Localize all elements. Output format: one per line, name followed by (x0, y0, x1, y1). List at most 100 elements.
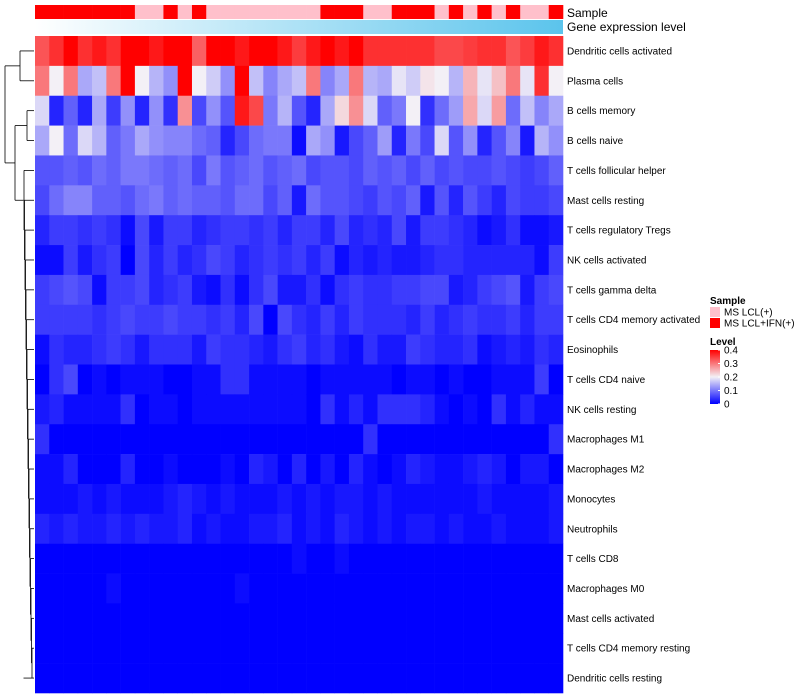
heatmap-cell (420, 36, 435, 67)
heatmap-cell (206, 573, 221, 604)
heatmap-cell (206, 215, 221, 246)
heatmap-cell (134, 304, 150, 335)
heatmap-cell (134, 334, 150, 365)
heatmap-cell (463, 543, 478, 574)
heatmap-cell (334, 185, 350, 216)
heatmap-cell (348, 603, 364, 634)
heatmap-cell (377, 334, 393, 365)
heatmap-cell (463, 454, 478, 485)
heatmap-cell (391, 364, 407, 395)
heatmap-cell (520, 364, 535, 395)
heatmap-cell (406, 95, 421, 126)
heatmap-cell (363, 125, 378, 156)
heatmap-cell (491, 454, 507, 485)
heatmap-cell (35, 65, 50, 97)
heatmap-cell (477, 65, 492, 97)
heatmap-cell (334, 424, 350, 455)
heatmap-cell (63, 215, 79, 246)
heatmap-cell (63, 573, 79, 604)
heatmap-cell (306, 36, 321, 67)
heatmap-cell (134, 513, 150, 544)
heatmap-cell (434, 573, 450, 604)
heatmap-cell (263, 394, 278, 425)
heatmap-cell (491, 543, 507, 574)
heatmap-cell (505, 424, 521, 455)
heatmap-cell (263, 364, 278, 395)
heatmap-cell (548, 394, 564, 425)
heatmap-cell (306, 274, 321, 306)
heatmap-cell (334, 513, 350, 544)
heatmap-cell (448, 543, 464, 574)
heatmap-cell (77, 424, 93, 455)
heatmap-cell (106, 633, 121, 664)
heatmap-cell (306, 394, 321, 425)
heatmap-cell (249, 304, 264, 335)
heatmap-cell (234, 274, 250, 306)
heatmap-cell (177, 573, 193, 604)
heatmap-cell (291, 334, 307, 365)
heatmap-cell (320, 573, 335, 604)
heatmap-cell (391, 633, 407, 664)
heatmap-cell (163, 573, 179, 604)
heatmap-cell (363, 364, 378, 395)
heatmap-cell (520, 543, 535, 574)
heatmap-cell (35, 274, 50, 306)
sample-annotation-cell (434, 5, 450, 19)
heatmap-cell (306, 304, 321, 335)
heatmap-cell (120, 185, 136, 216)
heatmap-cell (106, 125, 121, 156)
heatmap-cell (391, 185, 407, 216)
sample-legend-swatch (710, 318, 720, 328)
heatmap-cell (177, 245, 193, 276)
heatmap-cell (163, 185, 179, 216)
heatmap-cell (106, 603, 121, 634)
heatmap-cell (420, 573, 435, 604)
heatmap-cell (206, 155, 221, 186)
heatmap-cell (291, 454, 307, 485)
heatmap-cell (149, 364, 164, 395)
heatmap-cell (420, 185, 435, 216)
heatmap-cell (49, 245, 64, 276)
heatmap-cell (134, 573, 150, 604)
heatmap-cell (77, 125, 93, 156)
heatmap-cell (49, 334, 64, 365)
heatmap-cell (234, 245, 250, 276)
heatmap-cell (505, 603, 521, 634)
heatmap-cell (134, 185, 150, 216)
heatmap-cell (134, 36, 150, 67)
heatmap-cell (505, 155, 521, 186)
heatmap-cell (548, 185, 564, 216)
heatmap-cell (106, 513, 121, 544)
heatmap-cell (306, 65, 321, 97)
heatmap-cell (234, 483, 250, 515)
heatmap-cell (520, 513, 535, 544)
heatmap-cell (377, 125, 393, 156)
heatmap-cell (35, 155, 50, 186)
heatmap-cell (63, 274, 79, 306)
heatmap-cell (420, 65, 435, 97)
heatmap-cell (306, 424, 321, 455)
heatmap-cell (520, 65, 535, 97)
heatmap-cell (320, 274, 335, 306)
heatmap-cell (463, 155, 478, 186)
sample-annotation-cell (120, 5, 136, 19)
heatmap-cell (134, 483, 150, 515)
heatmap-cell (548, 424, 564, 455)
heatmap-cell (263, 573, 278, 604)
sample-annotation-cell (163, 5, 179, 19)
heatmap-cell (420, 633, 435, 664)
heatmap-cell (320, 543, 335, 574)
heatmap-cell (120, 95, 136, 126)
heatmap-cell (106, 215, 121, 246)
heatmap-cell (463, 364, 478, 395)
heatmap-cell (191, 513, 207, 544)
heatmap-cell (348, 454, 364, 485)
heatmap-cell (477, 663, 492, 694)
heatmap-cell (206, 394, 221, 425)
heatmap-cell (206, 454, 221, 485)
heatmap-cell (77, 364, 93, 395)
heatmap-cell (306, 215, 321, 246)
heatmap-cell (234, 454, 250, 485)
heatmap-cell (77, 454, 93, 485)
heatmap-cell (220, 424, 236, 455)
